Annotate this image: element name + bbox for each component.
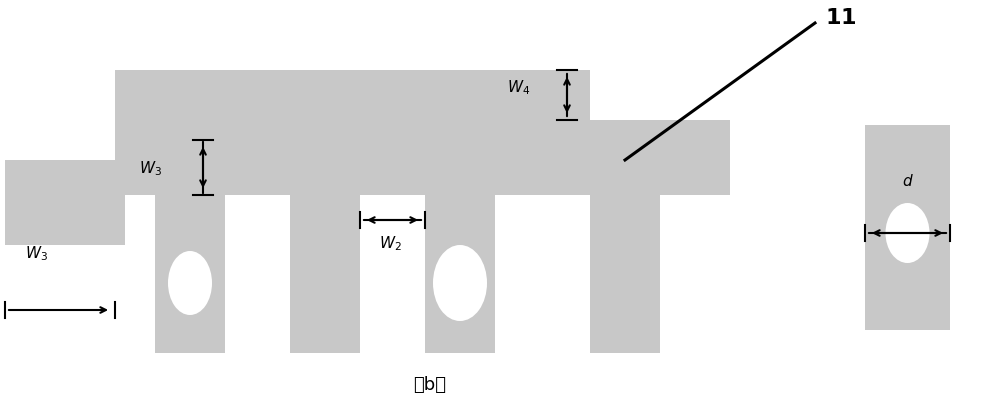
Bar bbox=[590, 196, 660, 353]
Ellipse shape bbox=[168, 252, 212, 315]
Bar bbox=[155, 196, 225, 353]
Text: （b）: （b） bbox=[414, 375, 447, 393]
Ellipse shape bbox=[886, 203, 929, 263]
Bar bbox=[5, 161, 125, 245]
Bar bbox=[290, 196, 360, 353]
Bar bbox=[115, 71, 590, 196]
Ellipse shape bbox=[433, 245, 487, 321]
Bar bbox=[425, 196, 495, 353]
Text: $W_3$: $W_3$ bbox=[139, 159, 162, 177]
Text: $W_4$: $W_4$ bbox=[507, 79, 530, 97]
Text: $W_2$: $W_2$ bbox=[379, 234, 401, 253]
Bar bbox=[455, 121, 730, 196]
Bar bbox=[865, 126, 950, 330]
Text: $W_3$: $W_3$ bbox=[25, 244, 48, 263]
Text: $\mathbf{11}$: $\mathbf{11}$ bbox=[825, 8, 856, 28]
Text: $d$: $d$ bbox=[902, 173, 914, 189]
